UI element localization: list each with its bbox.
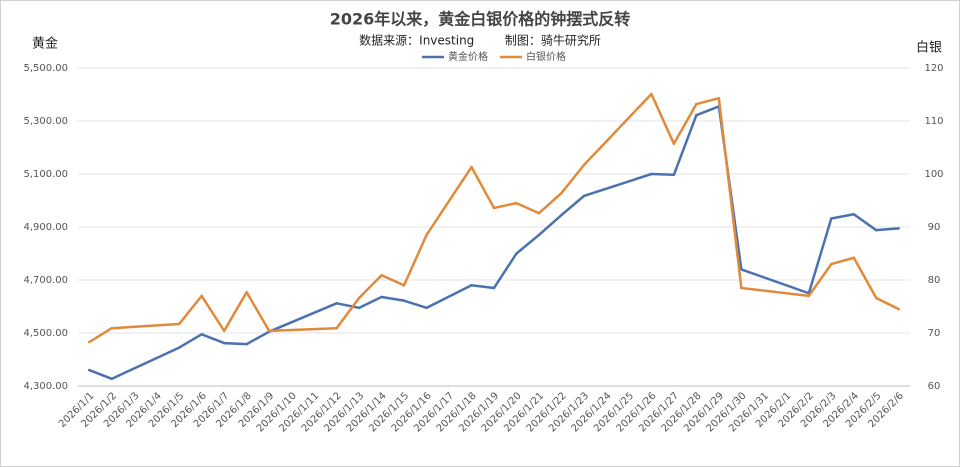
series-line-segment [267, 326, 338, 333]
series-line-segment [695, 96, 721, 106]
series-line-segment [560, 163, 586, 195]
series-line-segment [402, 299, 428, 310]
series-line-segment [222, 341, 248, 346]
series-line-segment [177, 333, 203, 349]
series-line-segment [380, 273, 406, 287]
series-line-segment [515, 201, 541, 215]
series-line-segment [582, 92, 653, 167]
y2-tick-label: 70 [928, 328, 941, 339]
series-line-segment [875, 296, 901, 311]
series-line-segment [245, 290, 271, 333]
series-line-segment [650, 92, 676, 146]
series-line-segment [582, 172, 653, 198]
series-line-segment [650, 172, 676, 177]
y-tick-label: 4,300.00 [23, 381, 68, 392]
legend-label: 黄金价格 [448, 50, 488, 63]
series-line-segment [425, 165, 473, 237]
y-tick-label: 5,500.00 [23, 63, 68, 74]
y-tick-label: 5,100.00 [23, 169, 68, 180]
series-line-segment [402, 233, 428, 287]
y2-tick-label: 90 [928, 222, 941, 233]
y2-tick-label: 80 [928, 275, 941, 286]
series-line-segment [110, 322, 181, 330]
series-line-segment [335, 302, 361, 310]
y-tick-label: 4,900.00 [23, 222, 68, 233]
y2-tick-label: 60 [928, 381, 941, 392]
chart-subtitle: 数据来源：Investing 制图：骑牛研究所 [359, 33, 601, 48]
y-tick-label: 4,500.00 [23, 328, 68, 339]
series-line-segment [672, 102, 698, 146]
series-line-segment [807, 262, 833, 298]
series-line-segment [380, 295, 406, 302]
y2-tick-label: 100 [924, 169, 943, 180]
y-tick-label: 5,300.00 [23, 116, 68, 127]
series-line-segment [875, 227, 901, 232]
y-tick-label: 4,700.00 [23, 275, 68, 286]
series-line-segment [515, 233, 541, 255]
series-line-segment [470, 165, 496, 210]
series-line-segment [177, 294, 203, 326]
series-line-segment [267, 302, 338, 333]
series-line-segment [357, 295, 383, 310]
series-line-segment [87, 368, 113, 381]
series-line-segment [740, 286, 811, 298]
series-line-segment [200, 333, 226, 345]
y2-tick-label: 110 [924, 116, 943, 127]
series-line-segment [492, 201, 518, 210]
series-line-segment [852, 256, 878, 300]
series-line-segment [830, 256, 856, 266]
series-line-segment [492, 252, 518, 290]
series-line-segment [537, 213, 563, 237]
series-line-segment [740, 268, 811, 295]
series-line-segment [200, 294, 226, 333]
y2-tick-label: 120 [924, 63, 943, 74]
series-line-segment [470, 284, 496, 290]
series-line-segment [695, 105, 721, 117]
series-line-segment [852, 213, 878, 232]
series-line-segment [335, 296, 361, 330]
series-line-segment [425, 284, 473, 310]
series-line-segment [830, 213, 856, 220]
series-line-segment [537, 191, 563, 215]
series-line-segment [87, 326, 113, 344]
legend-label: 白银价格 [526, 50, 566, 63]
series-line-segment [110, 346, 181, 381]
series-line-segment [222, 290, 248, 333]
series-line-segment [357, 273, 383, 300]
series-line-segment [245, 330, 271, 346]
series-line-segment [560, 194, 586, 217]
series-line-segment [807, 217, 833, 295]
series-line-segment [717, 96, 743, 290]
y-axis-title: 黄金 [32, 36, 58, 52]
y2-axis-title: 白银 [916, 40, 942, 56]
chart-title: 2026年以来，黄金白银价格的钟摆式反转 [330, 10, 631, 29]
series-line-segment [672, 113, 698, 177]
